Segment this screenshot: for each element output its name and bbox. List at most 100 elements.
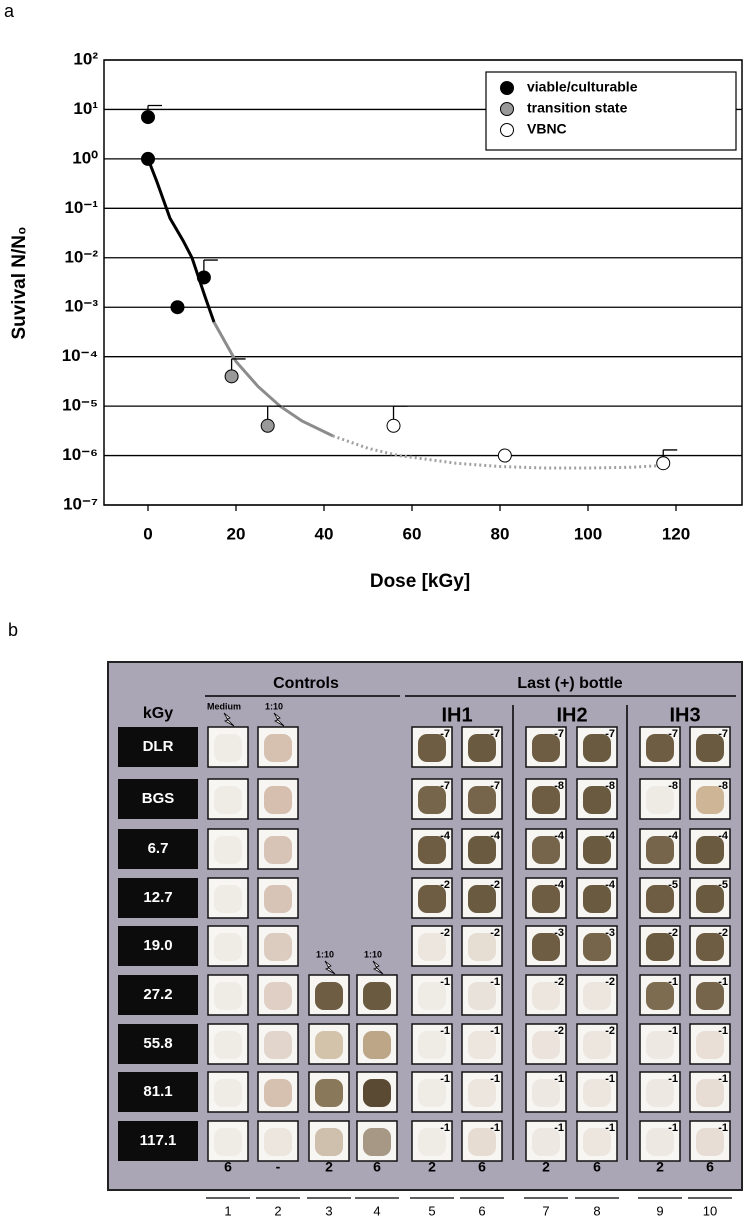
sample-spot [646,1079,674,1107]
group-label: IH2 [556,704,587,726]
dilution-label: -1 [668,1073,678,1085]
dose-label: 6.7 [148,840,169,857]
dose-box [118,1121,198,1161]
legend-marker [500,81,514,95]
dilution-label: -2 [605,1025,615,1037]
dilution-label: -2 [668,927,678,939]
sample-spot [696,1128,724,1156]
dilution-label: -8 [554,780,564,792]
column-number: 1 [224,1203,231,1218]
sample-spot [532,1031,560,1059]
dilution-label: -2 [605,976,615,988]
sample-spot [583,1128,611,1156]
dose-label: 117.1 [140,1132,177,1149]
sample-spot [532,885,560,913]
sample-spot [468,1079,496,1107]
sample-spot [696,1079,724,1107]
data-point [170,300,185,315]
dilution-label: -2 [718,927,728,939]
sample-spot [264,1128,292,1156]
data-point [497,448,512,463]
group-label: IH3 [669,704,700,726]
bolt-icon [324,960,336,975]
x-tick-label: 20 [227,524,246,543]
dilution-label: -7 [605,728,615,740]
dilution-label: -4 [605,879,616,891]
dilution-label: -2 [440,927,450,939]
sample-spot [315,982,343,1010]
dilution-label: -5 [668,879,678,891]
sample-spot [418,933,446,961]
dilution-label: -1 [718,1073,728,1085]
dilution-label: -1 [440,1073,450,1085]
legend-label: viable/culturable [527,79,638,95]
bolt-icon [273,712,285,727]
dose-label: 81.1 [143,1083,172,1100]
legend-marker [500,102,514,116]
group-header: Controls [273,675,339,692]
data-point [656,456,671,471]
dilution-label: -1 [718,1122,728,1134]
sample-spot [418,734,446,762]
fit-curve [146,158,216,323]
bottom-value: - [276,1159,281,1175]
sample-spot [363,1031,391,1059]
column-number: 5 [428,1203,435,1218]
data-point [260,418,275,433]
panel-label: b [8,620,18,640]
column-number: 6 [478,1203,485,1218]
dilution-label: -8 [605,780,615,792]
sample-spot [468,734,496,762]
dilution-label: -4 [605,830,616,842]
sample-spot [696,786,724,814]
column-number: 4 [373,1203,380,1218]
dilution-label: -1 [490,1122,500,1134]
dose-box [118,1024,198,1064]
sample-spot [214,786,242,814]
sample-spot [468,982,496,1010]
sample-spot [315,1128,343,1156]
dilution-label: -1 [718,1025,728,1037]
sample-spot [468,786,496,814]
data-point [224,369,239,384]
column-number: 2 [274,1203,281,1218]
dose-label: 27.2 [143,986,172,1003]
bottom-value: 2 [428,1159,436,1175]
y-tick-label: 10⁻⁵ [62,396,98,415]
dilution-label: -4 [554,830,565,842]
sample-spot [532,786,560,814]
sample-spot [418,786,446,814]
sample-spot [214,1079,242,1107]
sample-spot [264,734,292,762]
y-tick-label: 10⁻⁶ [62,445,98,464]
sample-spot [646,885,674,913]
sample-spot [214,933,242,961]
sample-spot [264,1031,292,1059]
dilution-label: -7 [718,728,728,740]
dilution-label: -7 [490,728,500,740]
group-header: Last (+) bottle [517,675,622,692]
dose-label: DLR [143,738,174,755]
sample-spot [418,982,446,1010]
sample-spot [418,1128,446,1156]
legend-marker [500,123,514,137]
dilution-label: -1 [668,1122,678,1134]
dilution-label: -1 [490,976,500,988]
dilution-label: -1 [440,1122,450,1134]
sample-spot [214,836,242,864]
sample-spot [264,982,292,1010]
dilution-label: -1 [554,1073,564,1085]
sample-spot [583,836,611,864]
sample-spot [532,836,560,864]
sample-spot [264,933,292,961]
y-tick-label: 10⁰ [72,148,98,167]
data-point [386,418,401,433]
dilution-label: -8 [718,780,728,792]
bottom-value: 6 [593,1159,601,1175]
sample-spot [583,1079,611,1107]
bottom-value: 6 [706,1159,714,1175]
sample-spot [315,1079,343,1107]
dilution-label: -7 [440,728,450,740]
dilution-label: -1 [605,1122,615,1134]
